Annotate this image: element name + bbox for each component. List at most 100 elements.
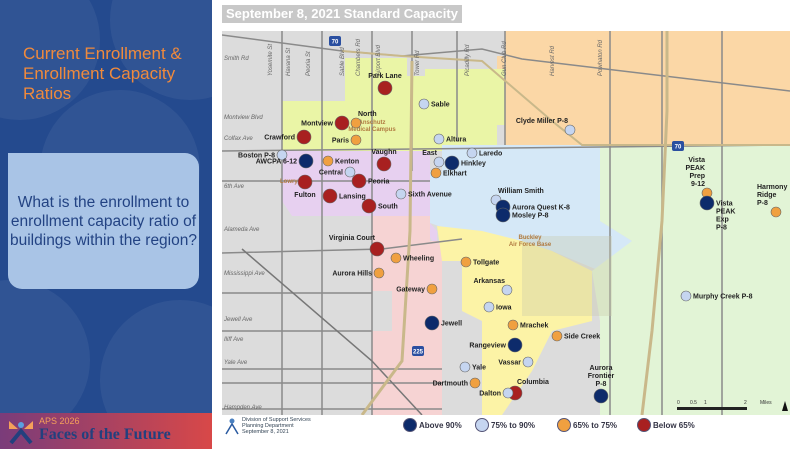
school-marker[interactable]: Tollgate bbox=[460, 256, 499, 268]
school-dot[interactable] bbox=[390, 252, 402, 264]
school-marker[interactable]: Hinkley bbox=[444, 155, 486, 171]
school-marker[interactable]: South bbox=[361, 198, 398, 214]
school-marker[interactable]: Montview bbox=[301, 115, 350, 131]
school-dot[interactable] bbox=[297, 174, 313, 190]
school-dot[interactable] bbox=[551, 330, 563, 342]
school-dot[interactable] bbox=[373, 267, 385, 279]
school-dot[interactable] bbox=[522, 356, 534, 368]
school-dot[interactable] bbox=[334, 115, 350, 131]
school-dot[interactable] bbox=[433, 156, 445, 168]
school-dot[interactable] bbox=[433, 133, 445, 145]
school-dot[interactable] bbox=[699, 195, 715, 211]
school-marker[interactable]: Mrachek bbox=[507, 319, 549, 331]
scale-bar: 0 0.5 1 2 Miles bbox=[677, 400, 772, 410]
school-marker[interactable]: Dartmouth bbox=[433, 377, 481, 389]
school-label: Aurora Frontier P-8 bbox=[588, 365, 615, 388]
map-legend: Division of Support Services Planning De… bbox=[222, 415, 790, 439]
school-label: Peoria bbox=[368, 179, 390, 186]
school-dot[interactable] bbox=[501, 284, 513, 296]
school-dot[interactable] bbox=[469, 377, 481, 389]
school-marker[interactable]: Park Lane bbox=[368, 73, 402, 96]
school-dot[interactable] bbox=[369, 241, 385, 257]
school-label: Mrachek bbox=[520, 323, 549, 330]
school-marker[interactable]: Peoria bbox=[351, 173, 390, 189]
school-marker[interactable]: Yale bbox=[459, 361, 486, 373]
region-east bbox=[592, 145, 790, 415]
school-marker[interactable]: Paris bbox=[332, 134, 362, 146]
school-marker[interactable]: Vaughn bbox=[371, 149, 397, 172]
road-label: Mississippi Ave bbox=[224, 271, 265, 277]
school-marker[interactable]: Rangeview bbox=[469, 337, 523, 353]
school-dot[interactable] bbox=[466, 147, 478, 159]
school-marker[interactable]: Sable bbox=[418, 98, 450, 110]
school-marker[interactable]: Aurora Frontier P-8 bbox=[588, 365, 615, 404]
school-dot[interactable] bbox=[459, 361, 471, 373]
school-dot[interactable] bbox=[350, 117, 362, 129]
school-dot[interactable] bbox=[322, 188, 338, 204]
school-marker[interactable]: Boston P-8 bbox=[238, 149, 288, 161]
school-marker[interactable]: Jewell bbox=[424, 315, 462, 331]
school-dot[interactable] bbox=[460, 256, 472, 268]
school-marker[interactable]: Wheeling bbox=[390, 252, 434, 264]
school-dot[interactable] bbox=[296, 129, 312, 145]
school-dot[interactable] bbox=[344, 166, 356, 178]
school-marker[interactable]: Murphy Creek P-8 bbox=[680, 290, 753, 302]
school-marker[interactable]: AWCPA 6-12 bbox=[256, 153, 314, 169]
school-dot[interactable] bbox=[495, 207, 511, 223]
road-label: Smith Rd bbox=[224, 56, 249, 62]
school-dot[interactable] bbox=[351, 173, 367, 189]
school-marker[interactable]: Virginia Court bbox=[329, 235, 385, 257]
school-dot[interactable] bbox=[322, 155, 334, 167]
school-marker[interactable]: Laredo bbox=[466, 147, 502, 159]
school-dot[interactable] bbox=[770, 206, 782, 218]
school-dot[interactable] bbox=[395, 188, 407, 200]
school-dot[interactable] bbox=[350, 134, 362, 146]
school-marker[interactable]: Harmony Ridge P-8 bbox=[757, 184, 787, 218]
school-marker[interactable]: Vassar bbox=[498, 356, 534, 368]
school-dot[interactable] bbox=[376, 156, 392, 172]
school-marker[interactable]: East bbox=[422, 150, 445, 168]
school-dot[interactable] bbox=[430, 167, 442, 179]
school-dot[interactable] bbox=[418, 98, 430, 110]
school-marker[interactable]: Fulton bbox=[294, 174, 316, 199]
panel-title: Current Enrollment & Enrollment Capacity… bbox=[23, 44, 182, 103]
school-dot[interactable] bbox=[507, 319, 519, 331]
school-marker[interactable]: Sixth Avenue bbox=[395, 188, 452, 200]
school-dot[interactable] bbox=[426, 283, 438, 295]
region-northeast bbox=[497, 31, 790, 145]
school-marker[interactable]: Mosley P-8 bbox=[495, 207, 549, 223]
road-label: Montview Blvd bbox=[224, 115, 263, 121]
school-marker[interactable]: Aurora Hills bbox=[332, 267, 385, 279]
school-marker[interactable]: Crawford bbox=[264, 129, 312, 145]
school-dot[interactable] bbox=[377, 80, 393, 96]
school-marker[interactable]: Arkansas bbox=[473, 278, 513, 296]
road-label: Picadilly Rd bbox=[465, 44, 471, 76]
school-marker[interactable]: Kenton bbox=[322, 155, 359, 167]
school-marker[interactable]: Lansing bbox=[322, 188, 366, 204]
school-marker[interactable]: Clyde Miller P-8 bbox=[516, 118, 576, 136]
school-dot[interactable] bbox=[483, 301, 495, 313]
school-dot[interactable] bbox=[564, 124, 576, 136]
school-marker[interactable]: Side Creek bbox=[551, 330, 600, 342]
school-marker[interactable]: Elkhart bbox=[430, 167, 467, 179]
school-dot[interactable] bbox=[593, 388, 609, 404]
school-dot[interactable] bbox=[298, 153, 314, 169]
school-marker[interactable]: Vista PEAK Exp P-8 bbox=[699, 195, 735, 232]
school-dot[interactable] bbox=[502, 387, 514, 399]
area-label: Anschutz Medical Campus bbox=[348, 120, 396, 133]
school-dot[interactable] bbox=[276, 149, 288, 161]
school-dot[interactable] bbox=[680, 290, 692, 302]
school-dot[interactable] bbox=[424, 315, 440, 331]
school-marker[interactable]: Gateway bbox=[396, 283, 438, 295]
school-marker[interactable]: Central bbox=[319, 166, 356, 178]
school-marker[interactable]: Altura bbox=[433, 133, 466, 145]
school-dot[interactable] bbox=[361, 198, 377, 214]
school-marker[interactable]: Iowa bbox=[483, 301, 512, 313]
road-label: 6th Ave bbox=[224, 184, 245, 190]
school-label: Boston P-8 bbox=[238, 153, 275, 160]
school-dot[interactable] bbox=[444, 155, 460, 171]
school-marker[interactable]: Dalton bbox=[479, 387, 514, 399]
school-marker[interactable]: Vista PEAK Prep 9-12 bbox=[686, 157, 713, 199]
school-dot[interactable] bbox=[507, 337, 523, 353]
school-marker[interactable]: North bbox=[350, 111, 377, 129]
